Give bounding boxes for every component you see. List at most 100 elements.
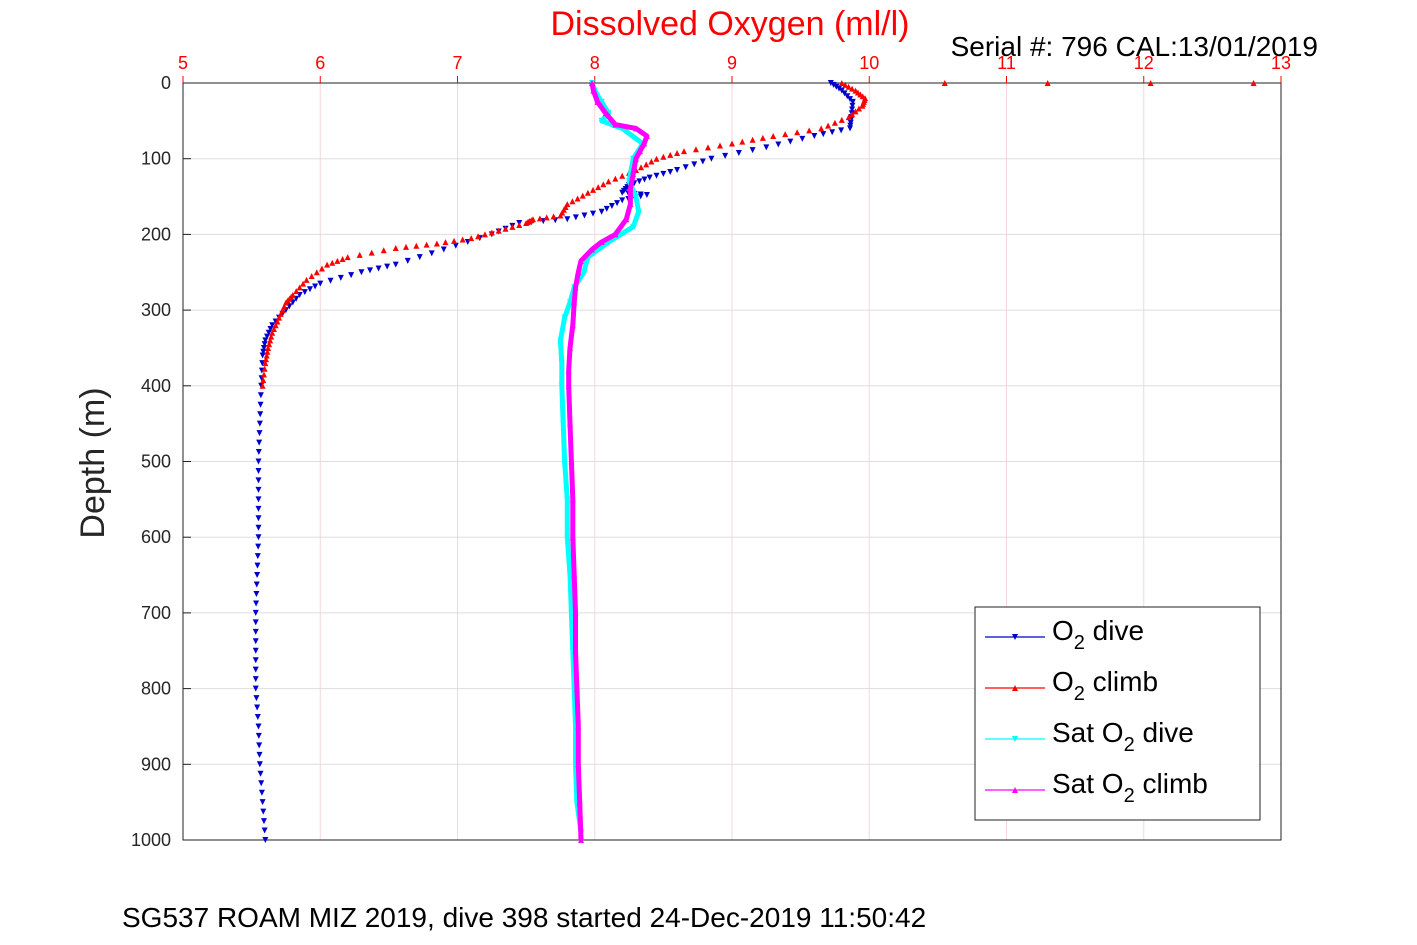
y-tick-label: 600 [141,527,171,547]
data-point-interp [256,742,263,749]
data-point [252,609,259,616]
data-point [680,148,687,155]
data-point [495,227,502,234]
data-point-interp [509,223,516,230]
data-point [598,98,605,105]
data-point [252,685,259,692]
data-point [392,245,399,252]
data-point-interp [603,205,610,212]
legend-item: Sat O2 dive [985,717,1194,756]
data-point-interp [367,267,374,274]
data-point-interp [691,161,698,168]
data-point [572,647,579,654]
legend-marker [1012,736,1018,742]
data-point [859,102,866,109]
data-point-interp [716,142,723,149]
data-point-interp [637,193,644,200]
data-point-interp [263,356,270,363]
data-point [561,458,568,465]
legend-marker [1012,685,1018,691]
data-point-interp [384,263,391,270]
data-point-interp [849,102,856,109]
data-point [632,193,639,200]
y-tick-label: 700 [141,603,171,623]
data-point-interp [806,127,813,134]
data-point-interp [825,122,832,129]
data-point [571,572,578,579]
data-point-interp [739,138,746,145]
data-point [259,382,266,389]
data-point-interp [831,119,838,126]
data-point-interp [265,329,272,336]
data-point [561,314,568,321]
data-point [259,799,266,806]
data-point-interp [667,151,674,158]
data-point-interp [339,256,346,263]
data-point [255,458,262,465]
data-point [811,132,818,139]
data-point-interp [638,164,645,171]
data-point-interp [488,229,495,236]
data-point-interp [252,638,259,645]
data-point-interp [296,284,303,291]
data-point-interp [600,181,607,188]
data-point-interp [268,333,275,340]
data-point-interp [257,392,264,399]
serial-calibration-label: Serial #: 796 CAL:13/01/2019 [951,31,1318,62]
data-point [598,117,605,124]
series-sat-o2-climb [565,80,650,843]
data-point-interp [318,265,325,272]
data-point-interp [313,269,320,276]
data-point-interp [416,254,423,261]
data-point [567,420,574,427]
data-point [269,322,276,329]
data-point-interp [260,377,267,384]
x-tick-label: 6 [315,53,325,73]
data-point-interp [253,695,260,702]
legend-marker [1012,787,1018,793]
data-point-interp [257,401,264,408]
data-point [627,201,634,208]
x-tick-label: 12 [1134,53,1154,73]
data-point [643,132,650,139]
data-point [708,155,715,162]
data-point-interp [348,272,355,279]
data-point-interp [300,280,307,287]
data-point-interp [692,146,699,153]
data-point [576,799,583,806]
data-point-interp [255,515,262,522]
data-point [575,723,582,730]
data-point-interp [253,590,260,597]
data-point-interp [356,251,363,258]
data-point [523,220,530,227]
data-point [1250,80,1257,86]
data-point-interp [579,192,586,199]
data-point-interp [838,116,845,123]
data-point [468,235,475,242]
data-point [433,240,440,247]
data-point [729,140,735,147]
data-point-interp [257,770,264,777]
data-point-interp [641,176,648,183]
data-point-interp [481,231,488,238]
data-point [653,155,660,162]
data-point [568,609,575,616]
data-point-interp [829,129,836,136]
data-point [560,420,567,427]
data-point [303,276,310,283]
data-point-interp [852,108,859,115]
data-point-interp [704,144,711,151]
data-point [598,238,605,245]
data-point-interp [574,195,581,202]
x-tick-label: 9 [727,53,737,73]
data-point-interp [1044,80,1051,86]
y-tick-label: 900 [141,754,171,774]
data-point-interp [252,657,259,664]
data-point [619,197,626,204]
data-point-interp [252,676,259,683]
data-point [392,261,399,268]
legend-label: O2 dive [1052,615,1144,654]
data-point-interp [674,150,681,157]
data-point-interp [849,106,856,113]
data-point-interp [941,80,948,86]
